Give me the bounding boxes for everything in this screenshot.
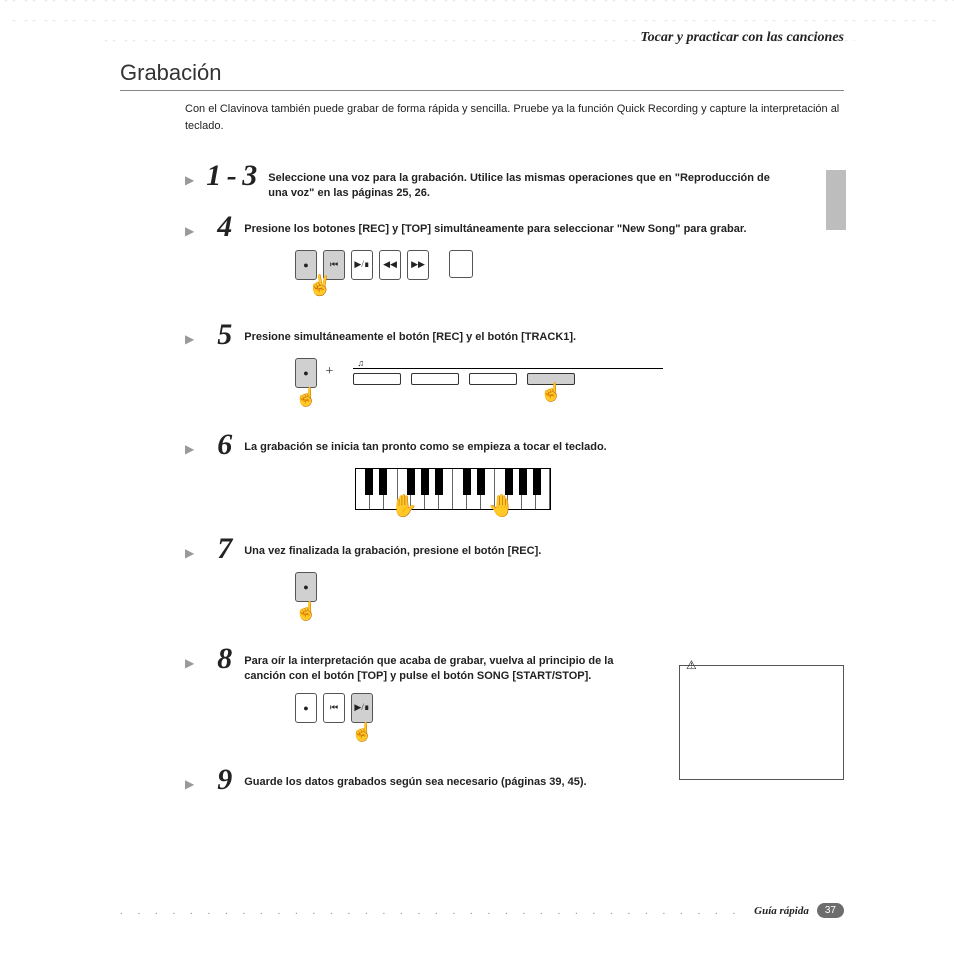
section-title: Grabación <box>120 60 844 91</box>
step-text: Una vez finalizada la grabación, presion… <box>244 532 541 559</box>
step-5-illustration: ● ☝ + ♫ ☝ <box>120 358 844 406</box>
step-arrow-icon: ▶ <box>185 442 194 457</box>
step-7-illustration: ● ☝ <box>120 572 844 620</box>
hand-icon: ☝ <box>295 388 317 406</box>
play-button-icon: ▶/∎ <box>351 250 373 280</box>
rec-button-icon: ● <box>295 693 317 723</box>
play-button-icon: ▶/∎ <box>351 693 373 723</box>
piano-keyboard-icon: ✋ 🤚 <box>355 468 551 510</box>
page-content: Grabación Con el Clavinova también puede… <box>120 60 844 803</box>
step-1-3: ▶ 1 - 3 Seleccione una voz para la graba… <box>120 159 844 202</box>
hand-icon: ✋ <box>391 493 418 519</box>
track-button <box>469 373 517 385</box>
step-text: Guarde los datos grabados según sea nece… <box>244 763 586 790</box>
rec-button-icon: ● <box>295 358 317 388</box>
step-number: 9 <box>200 763 232 795</box>
page-number: 37 <box>817 903 844 918</box>
step-4: ▶ 4 Presione los botones [REC] y [TOP] s… <box>120 210 844 242</box>
footer-dots: . . . . . . . . . . . . . . . . . . . . … <box>120 905 746 917</box>
step-arrow-icon: ▶ <box>185 224 194 239</box>
footer-label: Guía rápida <box>754 905 809 917</box>
warning-box: ⚠ <box>679 665 844 780</box>
blank-button-icon <box>449 250 473 278</box>
step-5: ▶ 5 Presione simultáneamente el botón [R… <box>120 318 844 350</box>
section-intro: Con el Clavinova también puede grabar de… <box>120 101 844 134</box>
ff-button-icon: ▶▶ <box>407 250 429 280</box>
step-text: Presione simultáneamente el botón [REC] … <box>244 318 576 345</box>
chapter-title: Tocar y practicar con las canciones <box>640 30 844 46</box>
step-number: 7 <box>200 532 232 564</box>
step-arrow-icon: ▶ <box>185 777 194 792</box>
track-button <box>411 373 459 385</box>
step-number: 1 - 3 <box>200 159 256 191</box>
hand-icon: 🤚 <box>488 493 515 519</box>
plus-icon: + <box>325 364 333 380</box>
warning-icon: ⚠ <box>686 658 697 673</box>
page-footer: . . . . . . . . . . . . . . . . . . . . … <box>120 903 844 918</box>
step-arrow-icon: ▶ <box>185 656 194 671</box>
rew-button-icon: ◀◀ <box>379 250 401 280</box>
step-number: 5 <box>200 318 232 350</box>
step-text: Para oír la interpretación que acaba de … <box>244 642 624 685</box>
step-6: ▶ 6 La grabación se inicia tan pronto co… <box>120 428 844 460</box>
step-arrow-icon: ▶ <box>185 546 194 561</box>
step-number: 8 <box>200 642 232 674</box>
track-button <box>353 373 401 385</box>
track-label-line: ♫ <box>353 358 663 369</box>
step-text: La grabación se inicia tan pronto como s… <box>244 428 607 455</box>
rec-button-icon: ● <box>295 572 317 602</box>
step-number: 6 <box>200 428 232 460</box>
top-button-icon: ⏮ <box>323 693 345 723</box>
step-7: ▶ 7 Una vez finalizada la grabación, pre… <box>120 532 844 564</box>
hand-icon: ☝ <box>295 602 317 620</box>
hand-icon: ☝ <box>351 723 373 741</box>
step-text: Presione los botones [REC] y [TOP] simul… <box>244 210 746 237</box>
step-4-illustration: ● ⏮ ✌ ▶/∎ ◀◀ ▶▶ <box>120 250 844 296</box>
step-text: Seleccione una voz para la grabación. Ut… <box>268 159 778 202</box>
step-number: 4 <box>200 210 232 242</box>
step-arrow-icon: ▶ <box>185 332 194 347</box>
hand-icon: ☝ <box>527 383 575 401</box>
step-arrow-icon: ▶ <box>185 173 194 188</box>
step-6-illustration: ✋ 🤚 <box>120 468 844 510</box>
